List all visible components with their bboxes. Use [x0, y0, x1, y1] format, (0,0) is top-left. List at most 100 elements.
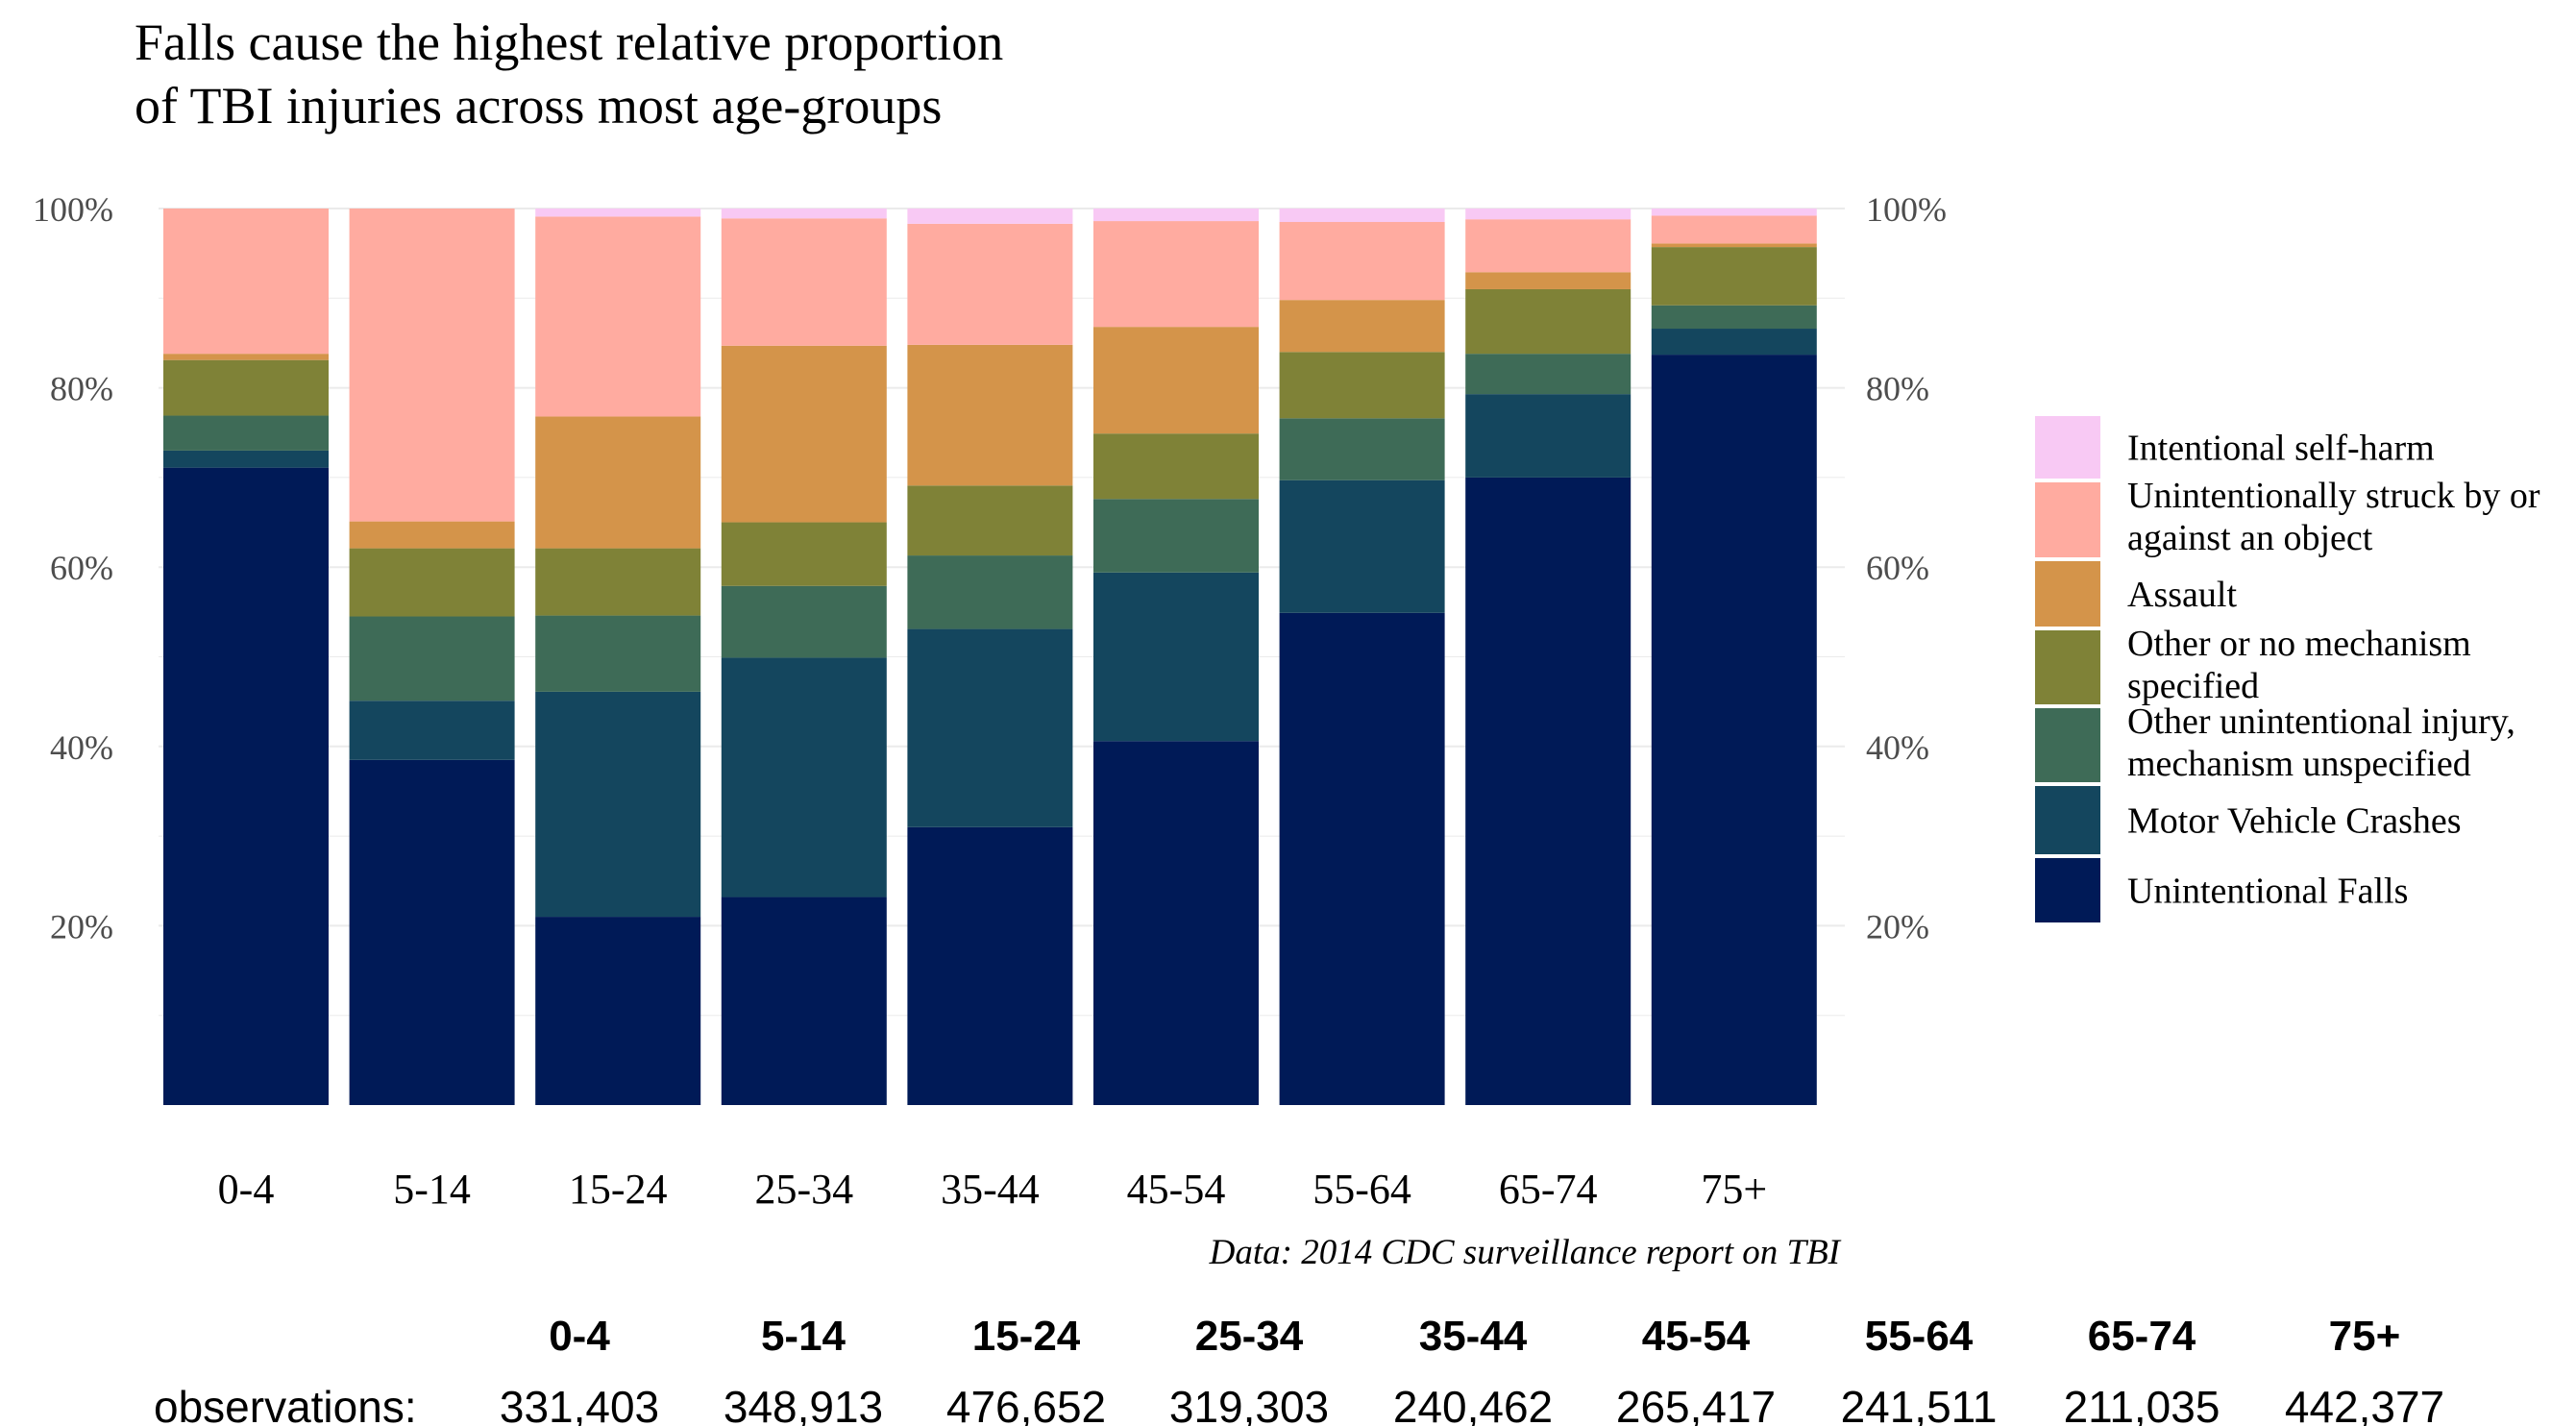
y-tick-label-right: 100%	[1866, 190, 1947, 229]
bar-assault-65-74	[1465, 272, 1631, 289]
x-tick-label: 75+	[1701, 1166, 1767, 1213]
bar-unintentional-falls-35-44	[907, 826, 1073, 1105]
bar-other-unintentional-injury-mechanism-unspecified-15-24	[535, 615, 701, 692]
legend-swatch	[2035, 858, 2100, 922]
bar-other-or-no-mechanism-specified-65-74	[1465, 288, 1631, 355]
bar-assault-75	[1651, 243, 1817, 248]
y-tick-label-left: 60%	[50, 549, 113, 587]
bar-other-or-no-mechanism-specified-5-14	[349, 548, 515, 617]
table-value-cell: 265,417	[1616, 1382, 1776, 1426]
bar-assault-45-54	[1093, 327, 1259, 434]
y-tick-label-right: 60%	[1866, 549, 1929, 587]
bar-unintentional-falls-5-14	[349, 759, 515, 1105]
x-tick-label: 45-54	[1127, 1166, 1226, 1213]
bar-unintentionally-struck-by-or-against-an-object-75	[1651, 215, 1817, 244]
bar-other-or-no-mechanism-specified-75	[1651, 247, 1817, 306]
y-axis-left: 20% 40% 60% 80% 100%	[33, 190, 113, 946]
bar-stack-35-44	[907, 209, 1073, 1105]
bar-unintentionally-struck-by-or-against-an-object-65-74	[1465, 219, 1631, 273]
bar-assault-55-64	[1279, 300, 1445, 353]
y-tick-label-left: 40%	[50, 728, 113, 767]
bar-other-or-no-mechanism-specified-55-64	[1279, 352, 1445, 419]
bar-stack-65-74	[1465, 209, 1631, 1105]
legend-item-other-unintentional-injury-mechanism-unspecified: Other unintentional injury, mechanism uns…	[2035, 701, 2515, 784]
legend-swatch	[2035, 561, 2100, 627]
legend-item-intentional-self-harm: Intentional self-harm	[2035, 416, 2435, 479]
bar-other-or-no-mechanism-specified-35-44	[907, 485, 1073, 556]
table-value-cell: 348,913	[724, 1382, 883, 1426]
legend-label: Unintentional Falls	[2127, 872, 2408, 912]
legend-swatch	[2035, 786, 2100, 854]
x-axis: 0-4 5-14 15-24 25-34 35-44 45-54 55-64 65-74 75+	[218, 1166, 1768, 1213]
bar-assault-0-4	[163, 354, 329, 360]
x-tick-label: 5-14	[393, 1166, 471, 1213]
bar-intentional-self-harm-35-44	[907, 209, 1073, 224]
bar-other-unintentional-injury-mechanism-unspecified-0-4	[163, 415, 329, 451]
table-header-cell: 55-64	[1865, 1313, 1974, 1360]
bar-motor-vehicle-crashes-55-64	[1279, 479, 1445, 613]
bar-unintentionally-struck-by-or-against-an-object-0-4	[163, 209, 329, 355]
bar-unintentional-falls-45-54	[1093, 741, 1259, 1105]
bar-intentional-self-harm-75	[1651, 209, 1817, 216]
bar-intentional-self-harm-45-54	[1093, 209, 1259, 222]
legend-label: Unintentionally struck by or against an o…	[2127, 476, 2540, 558]
table-header-cell: 15-24	[972, 1313, 1081, 1360]
table-header-cell: 5-14	[761, 1313, 846, 1360]
bar-intentional-self-harm-15-24	[535, 209, 701, 217]
legend-label: Assault	[2127, 575, 2237, 615]
x-tick-label: 15-24	[569, 1166, 668, 1213]
bar-intentional-self-harm-65-74	[1465, 209, 1631, 220]
bar-intentional-self-harm-25-34	[721, 209, 887, 219]
table-value-cell: 241,511	[1841, 1382, 1998, 1426]
bar-assault-15-24	[535, 416, 701, 549]
bar-unintentionally-struck-by-or-against-an-object-5-14	[349, 209, 515, 522]
x-tick-label: 25-34	[754, 1166, 853, 1213]
bar-motor-vehicle-crashes-75	[1651, 329, 1817, 356]
table-header-cell: 75+	[2329, 1313, 2401, 1360]
chart-title-line-1: Falls cause the highest relative proport…	[135, 13, 1003, 71]
bar-unintentional-falls-25-34	[721, 897, 887, 1105]
bar-other-or-no-mechanism-specified-15-24	[535, 548, 701, 616]
bar-intentional-self-harm-55-64	[1279, 209, 1445, 222]
x-tick-label: 35-44	[941, 1166, 1040, 1213]
table-value-cell: 331,403	[500, 1382, 659, 1426]
bar-unintentional-falls-75	[1651, 355, 1817, 1106]
bar-other-unintentional-injury-mechanism-unspecified-55-64	[1279, 418, 1445, 480]
chart-caption: Data: 2014 CDC surveillance report on TB…	[1209, 1233, 1842, 1272]
bar-other-or-no-mechanism-specified-25-34	[721, 522, 887, 586]
bar-motor-vehicle-crashes-15-24	[535, 691, 701, 918]
bar-other-unintentional-injury-mechanism-unspecified-5-14	[349, 616, 515, 701]
bar-unintentional-falls-15-24	[535, 917, 701, 1105]
bar-other-or-no-mechanism-specified-45-54	[1093, 433, 1259, 500]
table-value-cell: 442,377	[2285, 1382, 2444, 1426]
y-tick-label-left: 80%	[50, 370, 113, 408]
y-tick-label-left: 100%	[33, 190, 113, 229]
bar-other-unintentional-injury-mechanism-unspecified-35-44	[907, 555, 1073, 629]
bar-unintentional-falls-65-74	[1465, 477, 1631, 1105]
y-tick-label-right: 80%	[1866, 370, 1929, 408]
bar-motor-vehicle-crashes-35-44	[907, 628, 1073, 827]
bar-assault-5-14	[349, 521, 515, 549]
bar-unintentionally-struck-by-or-against-an-object-15-24	[535, 216, 701, 417]
bar-stack-45-54	[1093, 209, 1259, 1105]
legend-item-motor-vehicle-crashes: Motor Vehicle Crashes	[2035, 786, 2462, 854]
y-axis-right: 20% 40% 60% 80% 100%	[1866, 190, 1947, 946]
table-header-cell: 65-74	[2088, 1313, 2196, 1360]
bar-motor-vehicle-crashes-45-54	[1093, 572, 1259, 742]
legend-label: Other unintentional injury, mechanism uns…	[2127, 701, 2515, 784]
x-tick-label: 55-64	[1313, 1166, 1411, 1213]
y-tick-label-right: 40%	[1866, 728, 1929, 767]
bar-assault-25-34	[721, 345, 887, 523]
x-tick-label: 65-74	[1499, 1166, 1598, 1213]
bar-other-unintentional-injury-mechanism-unspecified-75	[1651, 305, 1817, 330]
table-value-cell: 319,303	[1169, 1382, 1329, 1426]
x-tick-label: 0-4	[218, 1166, 275, 1213]
bar-stack-0-4	[163, 209, 329, 1106]
bar-stack-5-14	[349, 209, 515, 1105]
legend-swatch	[2035, 482, 2100, 557]
table-header-cell: 0-4	[549, 1313, 610, 1360]
legend-item-assault: Assault	[2035, 561, 2237, 627]
y-tick-label-left: 20%	[50, 907, 113, 946]
bar-motor-vehicle-crashes-65-74	[1465, 394, 1631, 478]
